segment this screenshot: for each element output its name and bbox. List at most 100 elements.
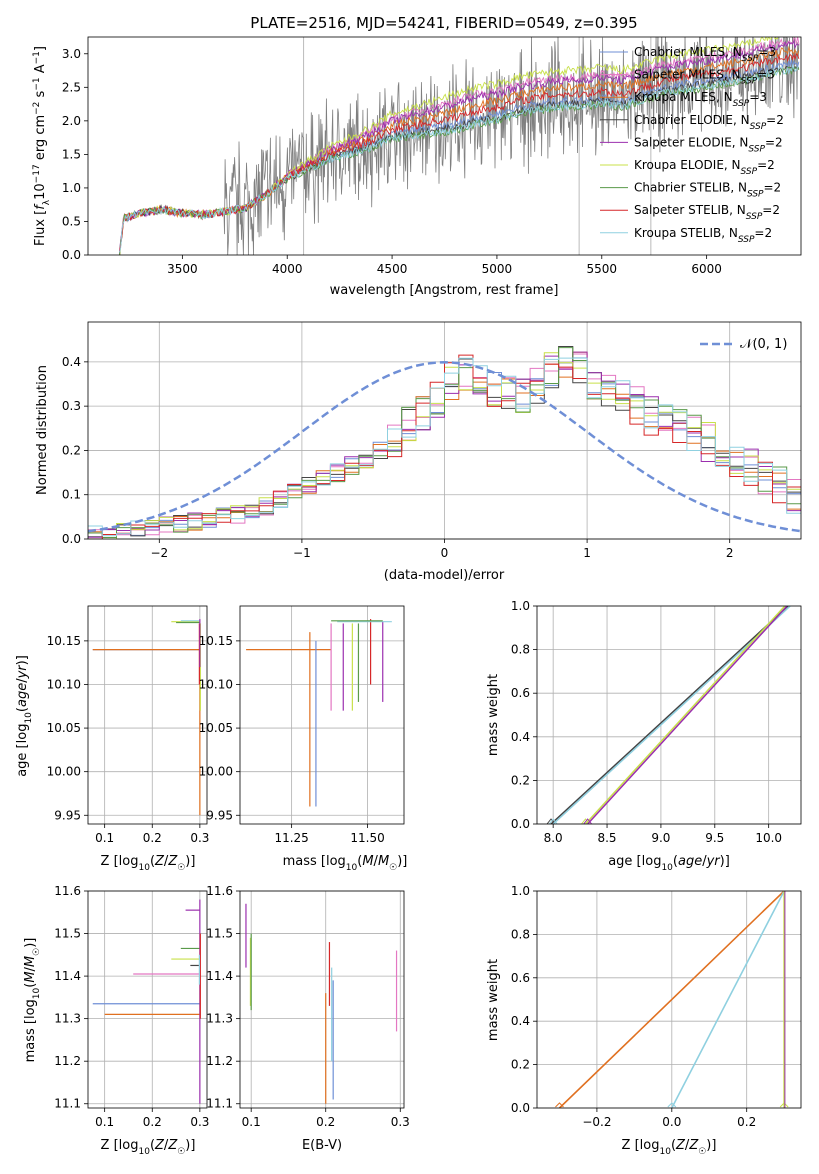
age-vs-mass-panel: 11.25 11.50 9.95 10.00 10.05 10.10 10.15 mass [… <box>199 605 407 873</box>
x-axis-label: Z [log10(Z/Z☉)] <box>101 1138 196 1157</box>
arrow-marker <box>583 818 593 824</box>
x-tick-label: 4000 <box>272 262 303 276</box>
grid <box>240 606 404 824</box>
cumulative-line-3 <box>584 606 786 824</box>
x-tick-label: 0.2 <box>316 1115 335 1129</box>
arrow-marker <box>555 1102 564 1108</box>
y-tick-label: 0.0 <box>511 1101 530 1115</box>
grid <box>240 890 404 1108</box>
x-tick-label: 2 <box>726 546 734 560</box>
plot-area <box>546 606 791 824</box>
grid <box>88 606 207 824</box>
plot-area <box>246 619 392 807</box>
y-tick-label: 1.5 <box>62 147 81 161</box>
legend-entry: Salpeter ELODIE, NSSP=2 <box>634 135 783 154</box>
arrow-marker <box>546 818 556 824</box>
axes-frame <box>87 605 208 825</box>
legend-entry: Kroupa STELIB, NSSP=2 <box>634 226 772 245</box>
y-tick-label: 10.15 <box>47 634 81 648</box>
y-tick-label: 10.15 <box>199 634 233 648</box>
model-series-3 <box>119 45 800 255</box>
x-axis-label: E(B-V) <box>302 1138 342 1153</box>
legend-entry: Salpeter MILES, NSSP=3 <box>634 68 775 87</box>
y-tick-label: 11.1 <box>206 1097 233 1111</box>
plot-area <box>119 37 800 255</box>
y-axis-label: mass weight <box>486 959 501 1041</box>
x-tick-label: 0.2 <box>143 1115 162 1129</box>
model-series-7 <box>119 66 800 255</box>
x-tick-label: 0.1 <box>95 831 114 845</box>
arrow-marker <box>667 1102 677 1108</box>
y-tick-label: 1.0 <box>62 181 81 195</box>
y-tick-label: 10.10 <box>47 677 81 691</box>
axes-frame <box>536 605 802 825</box>
massweight-vs-z-panel: −0.2 0.0 0.2 0.0 0.2 0.4 0.6 0.8 1.0 Z [log10(Z/Z… <box>486 884 802 1157</box>
y-tick-label: 11.1 <box>54 1097 81 1111</box>
y-axis-label: mass weight <box>486 674 501 756</box>
y-tick-label: 0.3 <box>62 399 81 413</box>
plot-area <box>555 891 789 1108</box>
arrow-marker <box>779 1102 789 1108</box>
axes-frame <box>87 890 208 1109</box>
legend-entry: Chabrier STELIB, NSSP=2 <box>634 181 781 200</box>
legend-entry: Kroupa MILES, NSSP=3 <box>634 90 767 109</box>
y-tick-label: 3.0 <box>62 47 81 61</box>
legend-entry: Chabrier MILES, NSSP=3 <box>634 45 776 64</box>
x-axis-label: Z [log10(Z/Z☉)] <box>622 1138 717 1157</box>
x-tick-label: 5000 <box>482 262 513 276</box>
y-tick-label: 0.6 <box>511 686 530 700</box>
y-tick-label: 1.0 <box>511 599 530 613</box>
data-spectrum <box>119 37 800 255</box>
histogram-series-8 <box>88 354 801 539</box>
x-tick-label: 8.5 <box>597 831 616 845</box>
y-tick-label: 0.4 <box>62 355 81 369</box>
x-tick-label: 0.3 <box>190 831 209 845</box>
x-axis-label: age [log10(age/yr)] <box>608 854 730 873</box>
model-series-8 <box>119 53 800 252</box>
plot-area <box>245 903 398 1104</box>
y-tick-label: 0.5 <box>62 214 81 228</box>
y-tick-label: 0.2 <box>511 1058 530 1072</box>
grid <box>88 890 207 1108</box>
y-tick-label: 1.0 <box>511 884 530 898</box>
y-axis-label: mass [log10(M/M☉)] <box>23 938 42 1063</box>
legend-entry: Chabrier ELODIE, NSSP=2 <box>634 113 784 132</box>
grid <box>537 890 801 1109</box>
y-tick-label: 11.2 <box>206 1054 233 1068</box>
chart-title: PLATE=2516, MJD=54241, FIBERID=0549, z=0… <box>250 14 637 32</box>
y-tick-label: 11.5 <box>206 927 233 941</box>
y-tick-label: 10.10 <box>199 677 233 691</box>
x-tick-label: 0 <box>441 546 449 560</box>
y-tick-label: 11.6 <box>54 884 81 898</box>
grid <box>88 322 801 540</box>
x-tick-label: 6000 <box>691 262 722 276</box>
plot-area <box>88 346 801 539</box>
legend-entry: Salpeter STELIB, NSSP=2 <box>634 203 780 222</box>
cumulative-line-2 <box>671 891 785 1108</box>
y-tick-label: 10.05 <box>199 721 233 735</box>
y-tick-label: 10.05 <box>47 721 81 735</box>
x-axis-label: (data-model)/error <box>384 568 505 583</box>
x-tick-label: −1 <box>293 546 311 560</box>
x-tick-label: 5500 <box>587 262 618 276</box>
y-tick-label: 0.8 <box>511 643 530 657</box>
axes-frame <box>239 890 405 1109</box>
normal-curve <box>88 361 801 533</box>
x-tick-label: −2 <box>150 546 168 560</box>
x-tick-label: 0.3 <box>391 1115 410 1129</box>
y-tick-label: 0.2 <box>62 443 81 457</box>
y-tick-label: 10.00 <box>199 765 233 779</box>
x-tick-label: 3500 <box>167 262 198 276</box>
x-tick-label: −0.2 <box>582 1115 611 1129</box>
cumulative-line-4 <box>587 606 788 824</box>
y-tick-label: 0.8 <box>511 927 530 941</box>
x-tick-label: 9.0 <box>651 831 670 845</box>
mass-vs-ebv-panel: 0.1 0.2 0.3 11.1 11.2 11.3 11.4 11.5 11.6 E(B-V) <box>206 884 410 1153</box>
axes-frame <box>536 890 802 1109</box>
massweight-vs-age-panel: 8.0 8.5 9.0 9.5 10.0 0.0 0.2 0.4 0.6 0.8 1.0 age [l… <box>486 599 802 873</box>
y-tick-label: 9.95 <box>206 808 233 822</box>
histogram-series-9 <box>88 357 801 537</box>
age-vs-z-panel: 0.1 0.2 0.3 9.95 10.00 10.05 10.10 10.15 Z [log1… <box>15 605 209 873</box>
x-axis-label: Z [log10(Z/Z☉)] <box>101 854 196 873</box>
